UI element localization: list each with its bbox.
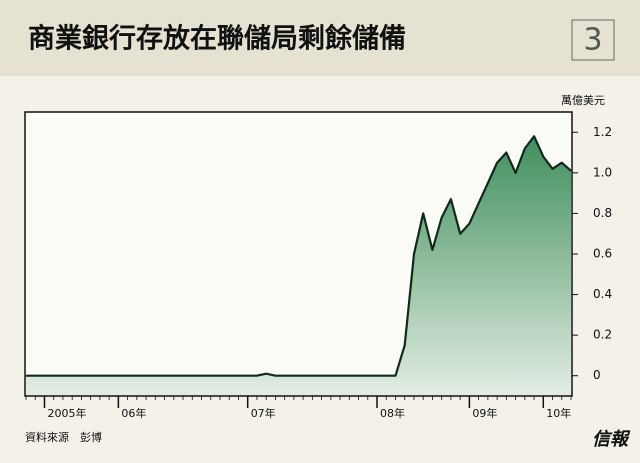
area bbox=[26, 136, 571, 397]
y-unit: 萬億美元 bbox=[561, 94, 605, 107]
x-tick-label: 06年 bbox=[121, 406, 146, 420]
source: 資料來源 彭博 bbox=[25, 430, 102, 444]
x-tick-label: 2005年 bbox=[47, 406, 86, 420]
badge-box bbox=[571, 19, 615, 61]
x-tick-label: 10年 bbox=[546, 406, 571, 420]
x-tick-label: 07年 bbox=[251, 406, 276, 420]
x-tick-label: 08年 bbox=[380, 406, 405, 420]
y-tick-label: 1.2 bbox=[593, 125, 612, 139]
y-tick-label: 1.0 bbox=[593, 165, 612, 179]
y-tick-label: 0.2 bbox=[593, 328, 612, 342]
y-tick-label: 0.8 bbox=[593, 206, 612, 220]
x-tick-label: 09年 bbox=[472, 406, 497, 420]
line bbox=[26, 135, 572, 377]
chart-title: 商業銀行存放在聯儲局剩餘儲備 bbox=[28, 23, 406, 55]
logo: 信報 bbox=[592, 429, 631, 450]
plot-border bbox=[24, 111, 573, 397]
badge: 3 bbox=[583, 23, 602, 58]
y-tick-label: 0 bbox=[593, 368, 601, 382]
y-tick-label: 0.6 bbox=[593, 247, 612, 261]
header-band bbox=[0, 0, 640, 76]
y-tick-label: 0.4 bbox=[593, 287, 612, 301]
